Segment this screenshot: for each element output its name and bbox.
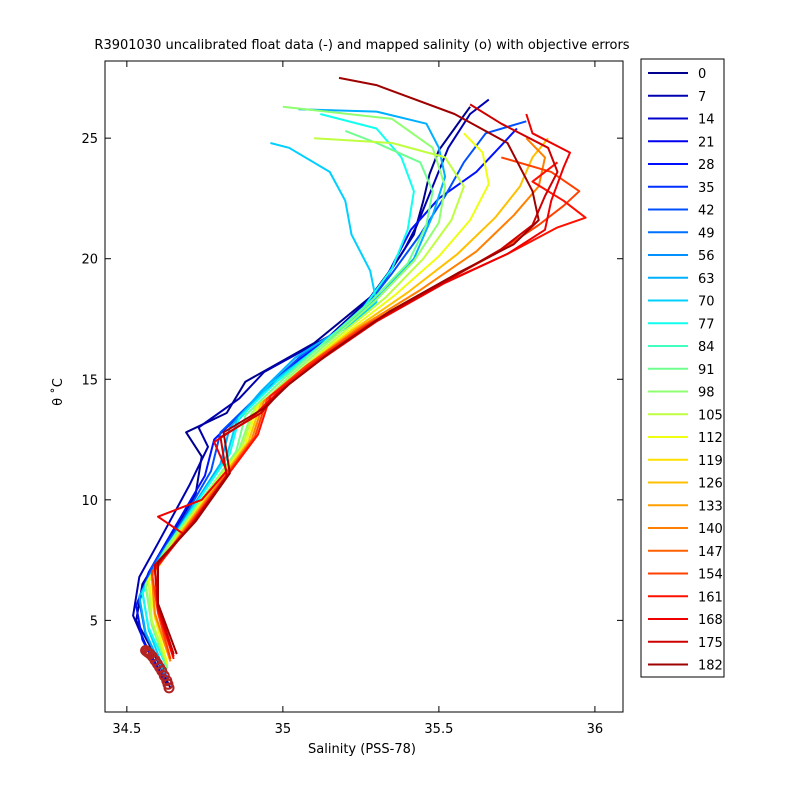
- legend-label-105: 105: [698, 408, 723, 423]
- legend-label-182: 182: [698, 659, 723, 674]
- legend-label-154: 154: [698, 568, 723, 583]
- mapped-point-12: [140, 645, 152, 656]
- legend-label-112: 112: [698, 431, 723, 446]
- legend-label-70: 70: [698, 295, 715, 310]
- series-line-1: [132, 98, 490, 686]
- legend-label-77: 77: [698, 317, 715, 332]
- legend-label-56: 56: [698, 249, 715, 264]
- axes: 34.5 35 35.5 36 5 10 15 20 25: [81, 61, 623, 737]
- x-tick-label: 36: [587, 722, 604, 737]
- legend-label-119: 119: [698, 454, 723, 469]
- y-tick-label: 20: [81, 253, 98, 268]
- legend-label-140: 140: [698, 522, 723, 537]
- x-tick-label: 35.5: [424, 722, 453, 737]
- legend-label-147: 147: [698, 545, 723, 560]
- legend: 0 7 14 21 28 35 42 49 56 63 70 77 84 91 98 105 112 119 126…: [648, 67, 723, 674]
- y-tick-label: 5: [90, 614, 98, 629]
- series-line-0: [135, 106, 471, 689]
- series-line-17: [157, 76, 540, 655]
- profile-series-layer: [132, 76, 587, 689]
- x-tick-label: 35: [275, 722, 292, 737]
- y-tick-label: 15: [81, 373, 98, 388]
- legend-label-168: 168: [698, 613, 723, 628]
- legend-label-49: 49: [698, 226, 715, 241]
- y-axis-label: θ ˚C: [50, 378, 66, 406]
- legend-label-84: 84: [698, 340, 715, 355]
- legend-label-63: 63: [698, 272, 715, 287]
- x-axis-label: Salinity (PSS-78): [308, 742, 416, 757]
- legend-label-7: 7: [698, 90, 706, 105]
- legend-label-21: 21: [698, 135, 715, 150]
- y-tick-label: 10: [81, 494, 98, 509]
- legend-label-98: 98: [698, 386, 715, 401]
- legend-label-161: 161: [698, 590, 723, 605]
- x-tick-label: 34.5: [112, 722, 141, 737]
- legend-label-28: 28: [698, 158, 715, 173]
- legend-label-14: 14: [698, 113, 715, 128]
- chart-title: R3901030 uncalibrated float data (-) and…: [94, 38, 629, 53]
- legend-label-0: 0: [698, 67, 706, 82]
- legend-label-35: 35: [698, 181, 715, 196]
- legend-label-91: 91: [698, 363, 715, 378]
- mapped-salinity-layer: [140, 645, 175, 694]
- legend-label-175: 175: [698, 636, 723, 651]
- plot-area: [104, 60, 624, 713]
- y-tick-label: 25: [81, 132, 98, 147]
- legend-label-42: 42: [698, 204, 715, 219]
- legend-label-126: 126: [698, 477, 723, 492]
- legend-label-133: 133: [698, 499, 723, 514]
